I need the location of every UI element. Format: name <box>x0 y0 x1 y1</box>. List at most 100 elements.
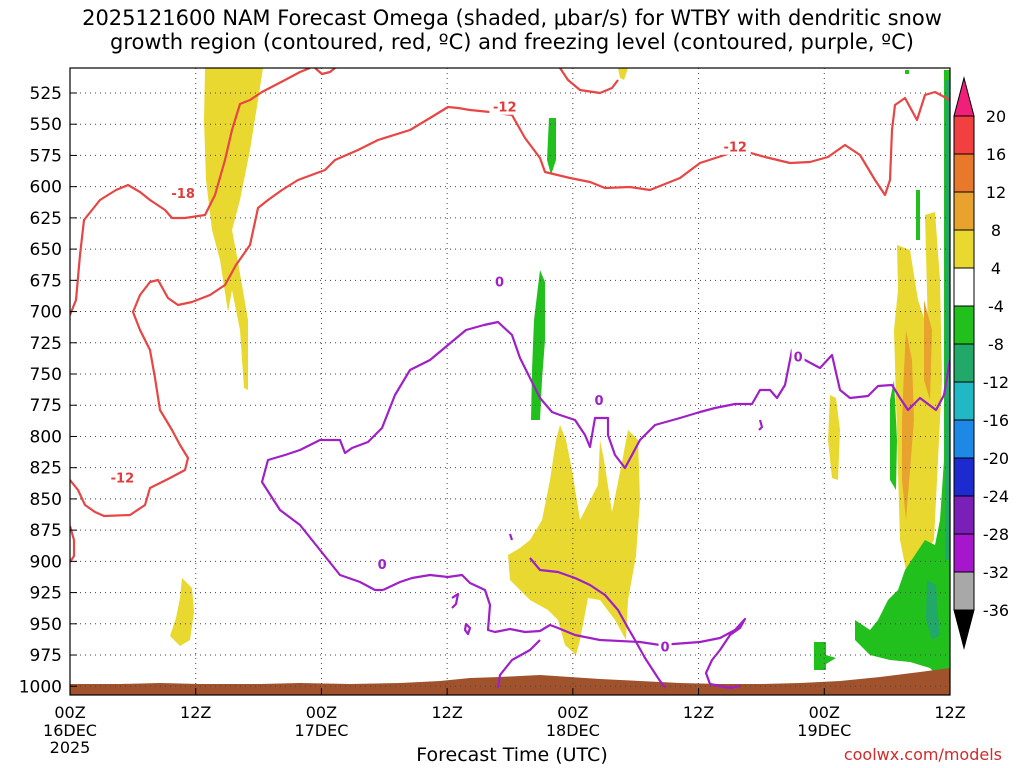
purple-contour-main <box>260 320 950 592</box>
x-tick-label: 12Z <box>180 703 211 722</box>
contour-label: -12 <box>723 141 747 156</box>
colorbar-label: -20 <box>983 449 1009 468</box>
x-tick-label: 12Z <box>934 703 965 722</box>
omega-shade-orange-1 <box>902 330 914 520</box>
omega-shade-yellow-6 <box>894 212 942 580</box>
y-tick-label: 975 <box>30 646 62 666</box>
colorbar-segment <box>953 381 975 421</box>
y-tick-label: 650 <box>30 240 62 260</box>
contour-label: 0 <box>661 640 670 655</box>
contour-label-bg <box>592 392 606 409</box>
colorbar-arrow-bottom <box>953 609 975 650</box>
omega-shade-teal-2 <box>945 80 949 560</box>
contour-label: 0 <box>595 394 604 409</box>
contour-label: 0 <box>495 276 504 291</box>
x-tick-date: 18DEC <box>546 721 600 740</box>
colorbar-label: 4 <box>991 259 1001 278</box>
grid-lines <box>69 68 951 695</box>
x-tick-label: 00Z <box>306 703 337 722</box>
y-axis: 525 550 575 600 625 650 675 700 725 750 775 800 825 8… <box>19 84 77 697</box>
red-contour-left-small <box>70 525 76 563</box>
x-tick-label: 12Z <box>683 703 714 722</box>
contour-label-bg <box>493 273 507 290</box>
omega-shading <box>170 68 950 690</box>
y-tick-label: 725 <box>30 334 62 354</box>
y-tick-label: 550 <box>30 115 62 135</box>
contour-label: -12 <box>111 472 135 487</box>
terrain-fill <box>70 668 950 695</box>
contour-label: -12 <box>493 101 517 116</box>
contour-label-bg <box>375 555 389 572</box>
colorbar-segment <box>953 267 975 307</box>
y-tick-label: 850 <box>30 490 62 510</box>
title-line-1: 2025121600 NAM Forecast Omega (shaded, μ… <box>82 6 942 30</box>
contour-label-bg <box>489 98 521 115</box>
colorbar-label: -32 <box>983 563 1009 582</box>
red-contour-middle <box>70 90 950 518</box>
x-tick-label: 00Z <box>54 703 85 722</box>
omega-shade-orange-2 <box>924 300 932 400</box>
colorbar-label: -24 <box>983 487 1009 506</box>
contour-label: -18 <box>171 187 195 202</box>
x-tick-date: 16DEC <box>43 721 97 740</box>
colorbar-segment <box>953 229 975 269</box>
y-tick-label: 750 <box>30 365 62 385</box>
omega-shade-yellow-5 <box>828 395 840 480</box>
contour-label-bg <box>791 348 805 365</box>
purple-contour-lower <box>382 573 747 690</box>
contour-label-bg <box>167 184 199 201</box>
y-tick-label: 625 <box>30 209 62 229</box>
purple-contour-small2 <box>463 622 472 636</box>
title-line-2: growth region (contoured, red, ºC) and f… <box>110 30 914 54</box>
y-tick-label: 900 <box>30 552 62 572</box>
x-tick-date: 17DEC <box>294 721 348 740</box>
colorbar-segment <box>953 457 975 497</box>
red-contour-top <box>314 68 336 76</box>
y-tick-label: 825 <box>30 459 62 479</box>
y-tick-label: 775 <box>30 396 62 416</box>
colorbar-segment <box>953 305 975 345</box>
colorbar-label: -12 <box>983 373 1009 392</box>
y-tick-label: 1000 <box>19 677 62 697</box>
x-tick-label: 00Z <box>557 703 588 722</box>
chart-title: 2025121600 NAM Forecast Omega (shaded, μ… <box>0 6 1024 54</box>
colorbar-segment <box>953 153 975 193</box>
colorbar: 20 16 12 8 4 -4 -8 -12 -16 -20 -24 -28 -32 -36 <box>953 76 1009 650</box>
purple-contour-small4 <box>508 533 514 541</box>
y-tick-label: 525 <box>30 84 62 104</box>
omega-shade-yellow-3 <box>508 425 640 655</box>
y-tick-label: 875 <box>30 521 62 541</box>
x-tick-year: 2025 <box>50 738 91 757</box>
plot-frame <box>69 67 951 696</box>
contour-label: 0 <box>378 558 387 573</box>
purple-contour-small3 <box>758 419 764 431</box>
omega-shade-yellow-2 <box>170 578 194 646</box>
colorbar-segment <box>953 495 975 535</box>
y-tick-label: 600 <box>30 178 62 198</box>
contour-label-bg <box>719 138 751 155</box>
y-tick-label: 925 <box>30 584 62 604</box>
omega-shade-green-3 <box>890 380 897 490</box>
contour-labels: -18 -12 -12 -12 0 0 0 0 0 <box>106 98 805 655</box>
x-tick-label: 12Z <box>431 703 462 722</box>
contour-label: 0 <box>794 351 803 366</box>
omega-shade-green-2 <box>531 270 545 420</box>
omega-shade-green-7 <box>905 70 909 74</box>
y-tick-label: 575 <box>30 146 62 166</box>
colorbar-segment <box>953 115 975 155</box>
colorbar-label: -4 <box>988 297 1004 316</box>
contour-label-bg <box>658 638 672 655</box>
omega-shade-teal-1 <box>926 580 940 640</box>
colorbar-label: -28 <box>983 525 1009 544</box>
omega-shade-green-6 <box>814 642 836 670</box>
colorbar-label: -36 <box>983 601 1009 620</box>
credit-link[interactable]: coolwx.com/models <box>843 745 1002 764</box>
red-contour-upper <box>70 68 311 316</box>
colorbar-label: -16 <box>983 411 1009 430</box>
x-axis-title: Forecast Time (UTC) <box>416 744 608 766</box>
colorbar-label: -8 <box>988 335 1004 354</box>
colorbar-segment <box>953 343 975 383</box>
x-tick-label: 00Z <box>809 703 840 722</box>
omega-shade-green-4 <box>916 190 920 240</box>
